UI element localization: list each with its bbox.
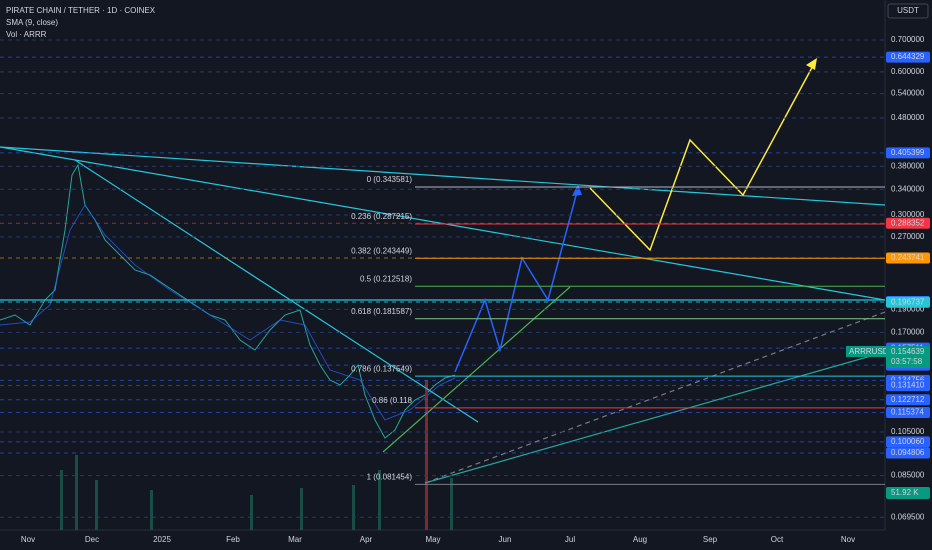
time-label: Feb bbox=[226, 535, 240, 544]
fib-label: 0.5 (0.212518) bbox=[360, 274, 412, 283]
price-tick-label: 0.700000 bbox=[891, 35, 925, 44]
price-marker-label: 0.243741 bbox=[891, 253, 925, 262]
volume-box bbox=[886, 487, 930, 499]
fib-label: 0.618 (0.181587) bbox=[351, 307, 412, 316]
time-label: Apr bbox=[360, 535, 373, 544]
time-label: Oct bbox=[771, 535, 784, 544]
price-tick-label: 0.085000 bbox=[891, 471, 925, 480]
price-marker-label: 0.100060 bbox=[891, 437, 925, 446]
symbol-title: PIRATE CHAIN / TETHER · 1D · COINEX bbox=[6, 6, 156, 15]
price-marker bbox=[886, 436, 930, 448]
time-label: Jun bbox=[499, 535, 512, 544]
fib-label: 0 (0.343581) bbox=[367, 175, 413, 184]
time-label: 2025 bbox=[153, 535, 171, 544]
projection-yellow bbox=[589, 61, 816, 252]
time-label: Nov bbox=[841, 535, 855, 544]
price-tick-label: 0.270000 bbox=[891, 232, 925, 241]
last-price: 0.154639 bbox=[891, 347, 925, 356]
indicator-label: SMA (9, close) bbox=[6, 18, 58, 27]
price-tick-label: 0.540000 bbox=[891, 89, 925, 98]
price-marker bbox=[886, 217, 930, 229]
last-price-box bbox=[886, 345, 930, 368]
time-label: May bbox=[425, 535, 440, 544]
price-tick-label: 0.480000 bbox=[891, 113, 925, 122]
price-marker bbox=[886, 380, 930, 392]
countdown: 03:57:58 bbox=[891, 357, 923, 366]
price-candles bbox=[0, 163, 456, 439]
fib-label: 1 (0.081454) bbox=[367, 473, 413, 482]
time-label: Nov bbox=[21, 535, 35, 544]
volume-title: Vol · ARRR bbox=[6, 30, 47, 39]
price-marker-label: 0.122712 bbox=[891, 395, 925, 404]
price-marker-label: 0.644329 bbox=[891, 52, 925, 61]
fib-label: 0.382 (0.243449) bbox=[351, 246, 412, 255]
time-label: Dec bbox=[85, 535, 99, 544]
price-marker bbox=[886, 394, 930, 406]
currency-box[interactable] bbox=[887, 3, 929, 19]
time-label: Aug bbox=[633, 535, 647, 544]
price-tick-label: 0.105000 bbox=[891, 427, 925, 436]
price-tick-label: 0.170000 bbox=[891, 328, 925, 337]
price-marker bbox=[886, 51, 930, 63]
fib-label: 0.236 (0.287215) bbox=[351, 212, 412, 221]
price-tick-label: 0.380000 bbox=[891, 161, 925, 170]
time-label: Mar bbox=[288, 535, 302, 544]
price-tick-label: 0.340000 bbox=[891, 184, 925, 193]
price-tick-label: 0.600000 bbox=[891, 67, 925, 76]
last-price-marker bbox=[846, 345, 886, 357]
volume-value: 51.92 K bbox=[891, 488, 919, 497]
volume-bars bbox=[60, 380, 453, 530]
price-tick-label: 0.190000 bbox=[891, 305, 925, 314]
price-marker-label: 0.131410 bbox=[891, 381, 925, 390]
price-marker bbox=[886, 252, 930, 264]
time-label: Sep bbox=[703, 535, 718, 544]
price-marker-label: 0.115374 bbox=[891, 408, 924, 417]
fib-label: 0.86 (0.118 bbox=[372, 396, 412, 405]
fib-label: 0.786 (0.137549) bbox=[351, 364, 412, 373]
price-marker-label: 0.094806 bbox=[891, 448, 925, 457]
currency[interactable]: USDT bbox=[897, 6, 919, 15]
price-marker-label: 0.288352 bbox=[891, 218, 925, 227]
arrow-head bbox=[572, 184, 582, 196]
sma-line bbox=[0, 204, 456, 421]
price-marker bbox=[886, 406, 930, 418]
price-marker bbox=[886, 147, 930, 159]
arrow-head bbox=[806, 58, 817, 70]
price-marker bbox=[886, 447, 930, 459]
price-marker-label: 0.196737 bbox=[891, 297, 925, 306]
projection-blue bbox=[454, 187, 579, 373]
price-marker-label: 0.134756 bbox=[891, 376, 925, 385]
price-marker-label: 0.405399 bbox=[891, 148, 925, 157]
time-label: Jul bbox=[565, 535, 575, 544]
price-tick-label: 0.069500 bbox=[891, 512, 925, 521]
price-tick-label: 0.300000 bbox=[891, 210, 925, 219]
last-symbol: ARRRUSDT bbox=[849, 347, 894, 356]
price-marker bbox=[886, 296, 930, 308]
